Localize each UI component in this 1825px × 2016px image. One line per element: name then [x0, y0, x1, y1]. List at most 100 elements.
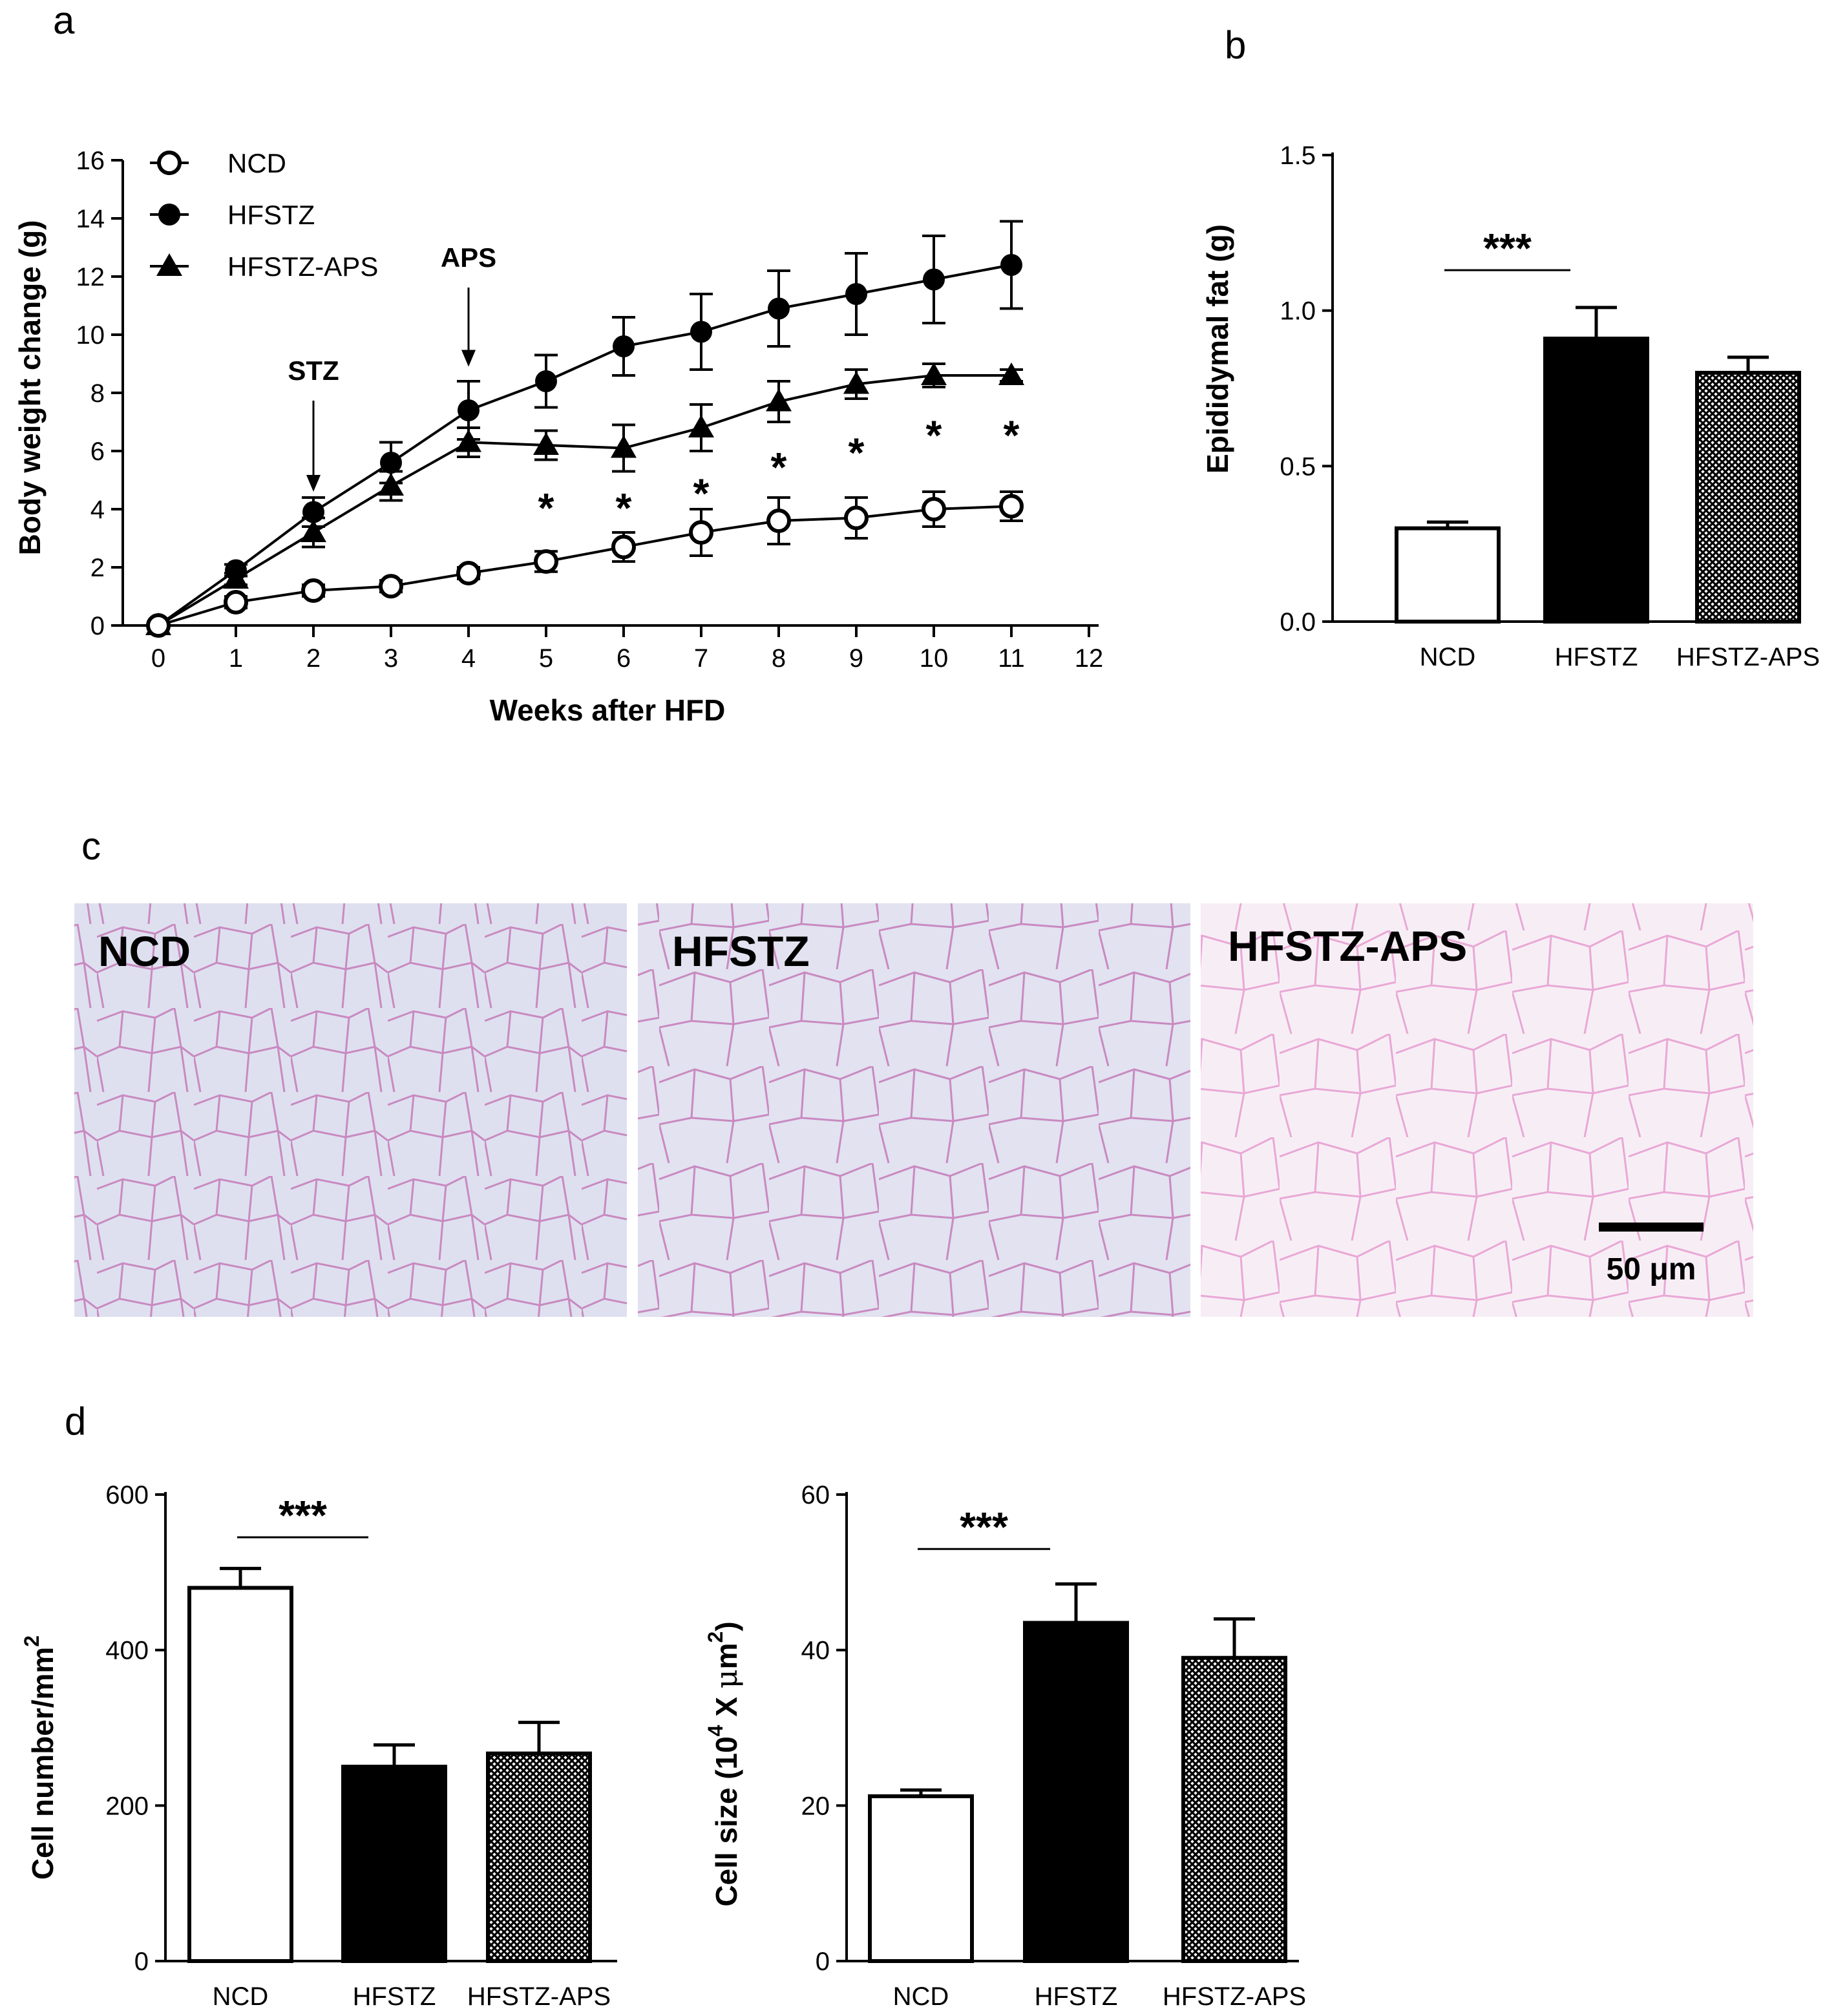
data-point: [766, 509, 791, 533]
y-tick-label: 14: [76, 205, 105, 233]
y-tick-label: 0.5: [1280, 452, 1316, 481]
significance-star: *: [538, 485, 554, 531]
scale-bar: [1599, 1223, 1704, 1232]
epididymal-fat-bar-chart: 0.0 0.5 1.0 1.5 NCD HFSTZ HFSTZ-APS *** Epididym…: [1201, 142, 1820, 671]
data-point: [301, 520, 326, 542]
annotation-arrow-head: [306, 475, 321, 492]
x-tick-label: 3: [384, 644, 398, 673]
bar-hfstz-aps: [486, 1751, 592, 1963]
data-point: [843, 371, 869, 394]
data-point: [689, 520, 713, 545]
data-point: [921, 362, 947, 385]
data-point: [534, 549, 558, 574]
x-tick-label: 4: [461, 644, 476, 673]
y-tick-label: 1.0: [1280, 297, 1316, 326]
significance-star: *: [771, 444, 787, 490]
series-ncd: [146, 490, 1024, 638]
legend-marker: [158, 204, 180, 226]
micrograph-row: NCD HFSTZ HFSTZ-APS 50 μm: [74, 903, 1753, 1317]
bar-hfstz: [1023, 1621, 1129, 1964]
data-point: [302, 501, 324, 523]
x-tick-label: 12: [1075, 644, 1104, 673]
y-tick-label: 16: [76, 147, 105, 175]
bar-hfstz: [341, 1765, 447, 1964]
micrograph-label-hfstz-aps: HFSTZ-APS: [1228, 922, 1467, 970]
x-tick-label: NCD: [893, 1982, 949, 2011]
data-point: [379, 574, 403, 599]
data-point: [690, 320, 712, 343]
y-tick-label: 2: [90, 554, 105, 582]
y-tick-label: 0: [816, 1948, 830, 1976]
significance-stars: ***: [279, 1492, 327, 1538]
micrograph-hfstz: [638, 903, 1190, 1317]
significance-star: *: [693, 470, 710, 517]
cell-size-y-label-p4: m: [710, 1643, 743, 1669]
significance-stars: ***: [1483, 225, 1532, 271]
bar-hfstz-aps: [1695, 370, 1801, 624]
data-point: [611, 435, 637, 458]
cell-size-y-label-p6: ): [710, 1621, 743, 1631]
panel-letter-b: b: [1225, 23, 1246, 67]
x-tick-label: HFSTZ-APS: [467, 1982, 611, 2011]
y-tick-label: 8: [90, 379, 105, 408]
y-tick-label: 200: [105, 1792, 149, 1820]
x-tick-label: 5: [539, 644, 553, 673]
y-tick-label: 600: [105, 1481, 149, 1509]
series-line: [158, 505, 1012, 627]
y-tick-label: 10: [76, 321, 105, 350]
data-point: [224, 590, 248, 614]
data-point: [535, 370, 557, 392]
x-tick-label: HFSTZ-APS: [1676, 643, 1820, 671]
y-tick-label: 12: [76, 263, 105, 291]
legend-label: HFSTZ: [227, 200, 315, 230]
significance-star: *: [616, 485, 632, 531]
x-tick-label: 7: [694, 644, 708, 673]
x-tick-label: HFSTZ: [353, 1982, 436, 2011]
series-hfstz-aps: [145, 362, 1024, 635]
y-tick-label: 0: [134, 1948, 149, 1976]
bar-hfstz: [1543, 336, 1649, 624]
data-point: [922, 497, 946, 521]
bar-ncd: [868, 1794, 974, 1963]
annotation-label: APS: [441, 242, 496, 273]
data-point: [458, 399, 480, 421]
data-point: [844, 505, 869, 530]
series-line: [157, 374, 1011, 627]
micrograph-ncd: [74, 903, 627, 1317]
panel-letter-c: c: [81, 824, 101, 868]
micrograph-label-ncd: NCD: [98, 927, 191, 975]
x-tick-label: 2: [306, 644, 321, 673]
data-point: [923, 268, 945, 291]
y-tick-label: 0: [90, 612, 105, 640]
legend: NCD HFSTZ HFSTZ-APS: [150, 148, 378, 282]
bar-ncd: [1395, 526, 1501, 624]
cell-number-bar-chart: 0 200 400 600 NCD HFSTZ HFSTZ-APS ***: [105, 1481, 617, 2011]
data-point: [456, 561, 481, 585]
cell-size-y-label-p0: Cell size (10: [710, 1736, 743, 1906]
y-tick-label: 4: [90, 496, 105, 524]
bar-hfstz-aps: [1181, 1655, 1287, 1963]
x-tick-label: 8: [772, 644, 786, 673]
data-point: [999, 494, 1024, 519]
x-tick-label: NCD: [213, 1982, 269, 2011]
x-axis-label: Weeks after HFD: [490, 693, 726, 727]
data-point: [301, 578, 326, 603]
x-tick-label: 0: [151, 644, 165, 673]
significance-star: *: [849, 430, 865, 476]
y-axis-label: Epididymal fat (g): [1201, 224, 1234, 474]
data-point: [768, 297, 790, 320]
y-tick-label: 60: [801, 1481, 830, 1509]
legend-label: HFSTZ-APS: [227, 251, 378, 282]
data-point: [380, 452, 402, 474]
bar-ncd: [187, 1586, 293, 1963]
cell-number-y-label: Cell number/mm2: [20, 1635, 59, 1880]
legend-marker: [157, 151, 182, 175]
y-tick-label: 400: [105, 1637, 149, 1665]
x-tick-label: HFSTZ: [1035, 1982, 1118, 2011]
y-tick-label: 20: [801, 1792, 830, 1820]
data-point: [146, 613, 171, 638]
data-point: [613, 335, 635, 357]
cell-size-y-label-p3: μ: [709, 1669, 744, 1688]
